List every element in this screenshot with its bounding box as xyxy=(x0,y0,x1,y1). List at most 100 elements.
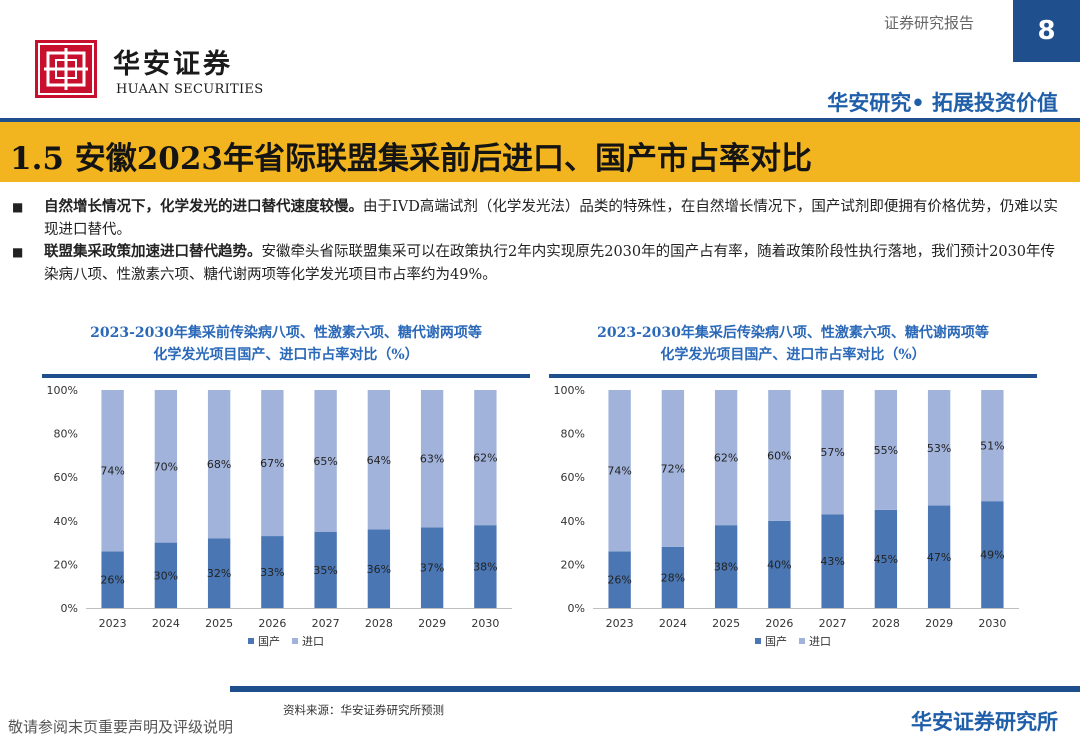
data-label: 65% xyxy=(313,455,337,468)
data-label: 30% xyxy=(154,569,178,582)
title-bar: 1.5 安徽2023年省际联盟集采前后进口、国产市占率对比 xyxy=(0,118,1080,182)
y-tick-label: 100% xyxy=(47,384,78,397)
data-label: 68% xyxy=(207,458,231,471)
x-tick-label: 2023 xyxy=(606,617,634,630)
x-tick-label: 2025 xyxy=(712,617,740,630)
bar-import xyxy=(420,390,444,528)
legend-swatch xyxy=(799,638,805,644)
x-tick-label: 2027 xyxy=(312,617,340,630)
chart-before: 2023-2030年集采前传染病八项、性激素六项、糖代谢两项等 化学发光项目国产… xyxy=(42,322,530,677)
bar-domestic xyxy=(367,529,391,608)
data-label: 36% xyxy=(367,563,391,576)
legend-swatch xyxy=(292,638,298,644)
data-label: 32% xyxy=(207,567,231,580)
legend-swatch xyxy=(755,638,761,644)
bar-import xyxy=(367,390,391,530)
y-tick-label: 80% xyxy=(54,428,78,441)
bar-domestic xyxy=(981,501,1004,608)
footer-org: 华安证券研究所 xyxy=(911,710,1058,734)
logo-text-en: HUAAN SECURITIES xyxy=(116,82,264,97)
data-label: 70% xyxy=(154,460,178,473)
disclaimer: 敬请参阅末页重要声明及评级说明 xyxy=(8,718,234,736)
chart-title-rule xyxy=(549,374,1037,378)
report-label: 证券研究报告 xyxy=(884,14,975,32)
legend-label: 进口 xyxy=(809,635,831,648)
chart-after: 2023-2030年集采后传染病八项、性激素六项、糖代谢两项等 化学发光项目国产… xyxy=(549,322,1037,677)
x-tick-label: 2024 xyxy=(659,617,687,630)
chart-svg-after: 0% 20% 40% 60% 80% 100% 26% 74% 2023 28% 72% 2024 38… xyxy=(554,384,1019,648)
bar-domestic xyxy=(927,505,951,608)
data-label: 45% xyxy=(874,553,898,566)
data-label: 63% xyxy=(420,453,444,466)
data-label: 55% xyxy=(874,444,898,457)
data-label: 28% xyxy=(661,571,685,584)
data-label: 57% xyxy=(820,446,844,459)
data-label: 51% xyxy=(980,440,1004,453)
x-tick-label: 2026 xyxy=(258,617,286,630)
chart-title-line: 化学发光项目国产、进口市占率对比（%） xyxy=(660,347,926,363)
y-tick-label: 0% xyxy=(568,602,585,615)
bar-domestic xyxy=(101,551,124,608)
chart-title-line: 化学发光项目国产、进口市占率对比（%） xyxy=(153,347,419,363)
data-label: 38% xyxy=(714,561,738,574)
bar-domestic xyxy=(154,542,178,608)
chart-title: 2023-2030年集采前传染病八项、性激素六项、糖代谢两项等 化学发光项目国产… xyxy=(42,322,530,366)
legend-label: 进口 xyxy=(302,635,324,648)
data-label: 38% xyxy=(473,561,497,574)
chart-svg-before: 0% 20% 40% 60% 80% 100% 26% 74% 2023 30% 70% 2024 32… xyxy=(47,384,512,648)
data-label: 74% xyxy=(100,465,124,478)
bar-domestic xyxy=(661,546,685,608)
data-label: 26% xyxy=(607,574,631,587)
chart-title-line: 2023-2030年集采前传染病八项、性激素六项、糖代谢两项等 xyxy=(90,325,482,341)
y-tick-label: 20% xyxy=(54,558,78,571)
bar-import xyxy=(154,390,178,543)
chart-title: 2023-2030年集采后传染病八项、性激素六项、糖代谢两项等 化学发光项目国产… xyxy=(549,322,1037,366)
bar-import xyxy=(874,390,898,510)
bar-domestic xyxy=(207,538,231,608)
x-tick-label: 2024 xyxy=(152,617,180,630)
data-label: 47% xyxy=(927,551,951,564)
bar-domestic xyxy=(874,509,898,608)
y-tick-label: 0% xyxy=(61,602,78,615)
bar-import xyxy=(474,390,497,526)
x-tick-label: 2028 xyxy=(872,617,900,630)
x-tick-label: 2029 xyxy=(925,617,953,630)
bar-domestic xyxy=(821,514,844,608)
data-label: 37% xyxy=(420,562,444,575)
chart-title-line: 2023-2030年集采后传染病八项、性激素六项、糖代谢两项等 xyxy=(597,325,989,341)
bullet-list: ■ 自然增长情况下，化学发光的进口替代速度较慢。由于IVD高端试剂（化学发光法）… xyxy=(12,196,1062,286)
bar-domestic xyxy=(714,525,738,608)
huaan-logo-icon xyxy=(35,40,97,98)
data-label: 72% xyxy=(661,462,685,475)
bar-import xyxy=(314,390,337,532)
bar-domestic xyxy=(420,527,444,608)
square-bullet-icon: ■ xyxy=(12,245,24,259)
bullet-item: ■ 自然增长情况下，化学发光的进口替代速度较慢。由于IVD高端试剂（化学发光法）… xyxy=(12,196,1062,241)
bar-import xyxy=(714,390,738,526)
data-label: 74% xyxy=(607,465,631,478)
bar-import xyxy=(261,390,284,537)
bullet-lead: 自然增长情况下，化学发光的进口替代速度较慢。 xyxy=(44,198,363,215)
bar-domestic xyxy=(474,525,497,608)
bar-import xyxy=(821,390,844,515)
x-tick-label: 2029 xyxy=(418,617,446,630)
data-label: 43% xyxy=(820,555,844,568)
bullet-lead: 联盟集采政策加速进口替代趋势。 xyxy=(44,243,262,260)
data-label: 62% xyxy=(473,452,497,465)
logo-text-cn: 华安证券 xyxy=(113,49,233,80)
bullet-text: 安徽牵头省际联盟集采可以在政策执行2年内实现原先2030年的国产占有率，随着政策… xyxy=(44,244,1056,283)
square-bullet-icon: ■ xyxy=(12,200,24,214)
data-label: 64% xyxy=(367,454,391,467)
data-label: 62% xyxy=(714,452,738,465)
source-note: 资料来源：华安证券研究所预测 xyxy=(283,703,444,717)
bar-domestic xyxy=(261,536,284,608)
x-tick-label: 2025 xyxy=(205,617,233,630)
page-title: 1.5 安徽2023年省际联盟集采前后进口、国产市占率对比 xyxy=(10,141,813,177)
chart-title-rule xyxy=(42,374,530,378)
x-tick-label: 2030 xyxy=(471,617,499,630)
bullet-item: ■ 联盟集采政策加速进口替代趋势。安徽牵头省际联盟集采可以在政策执行2年内实现原… xyxy=(12,241,1062,286)
slogan: 华安研究• 拓展投资价值 xyxy=(827,91,1058,115)
bar-import xyxy=(768,390,791,521)
data-label: 67% xyxy=(260,457,284,470)
y-tick-label: 40% xyxy=(54,515,78,528)
